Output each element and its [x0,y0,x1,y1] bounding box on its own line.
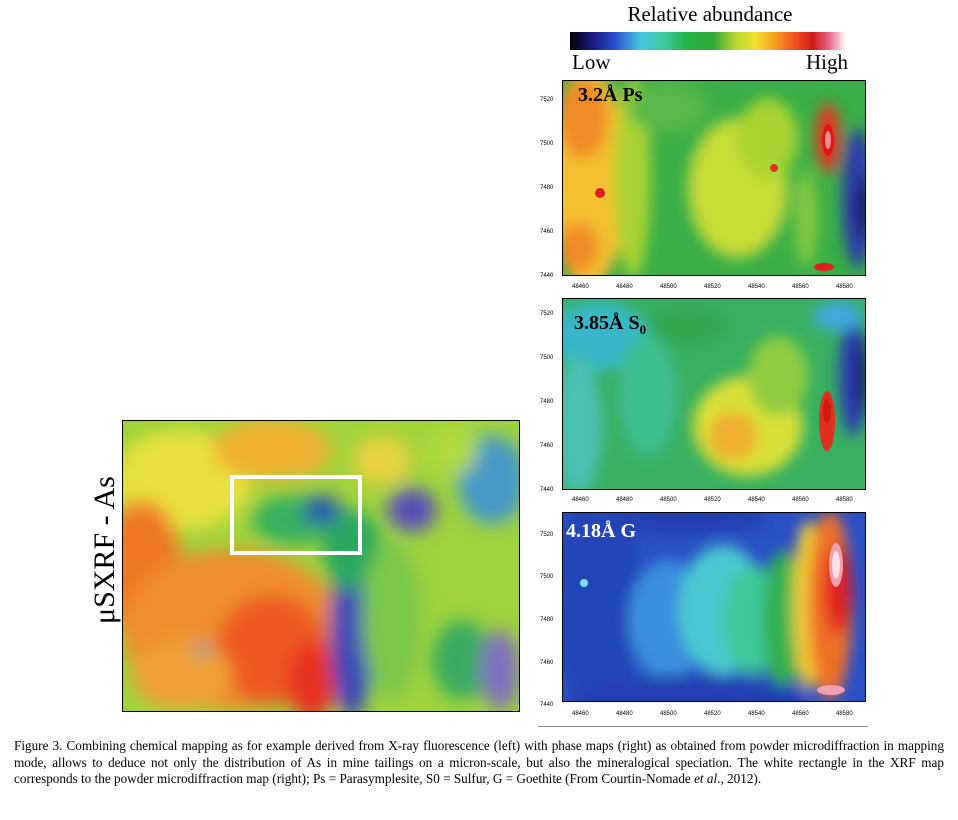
caption-italic: et al [694,771,718,786]
y-tick: 7460 [540,660,554,666]
x-tick: 48580 [836,711,853,717]
legend-title: Relative abundance [627,2,793,26]
legend-high-label: High [806,50,848,74]
panel-label-sulfur: 3.85Å S0 [574,312,646,338]
colorbar [570,32,846,50]
x-tick: 48460 [572,711,589,717]
panel-label-sulfur-main: 3.85Å S [574,312,640,334]
x-ticks: 48460 48480 48500 48520 48540 48560 4858… [572,284,853,290]
y-tick: 7480 [540,185,554,191]
y-tick: 7520 [540,532,554,538]
x-tick: 48540 [748,284,765,290]
x-tick: 48520 [704,711,721,717]
x-tick: 48480 [616,497,633,503]
y-tick: 7440 [540,702,554,708]
phase-map-sulfur: 7520 7500 7480 7460 7440 48460 48480 485… [538,296,868,508]
x-tick: 48560 [792,284,809,290]
x-tick: 48560 [792,497,809,503]
phase-map-goethite: 7520 7500 7480 7460 7440 48460 48480 485… [538,510,868,720]
caption-text-end: ., 2012). [717,771,762,786]
x-tick: 48500 [660,711,677,717]
x-tick: 48520 [704,497,721,503]
x-tick: 48580 [836,284,853,290]
x-tick: 48540 [748,711,765,717]
x-tick: 48540 [748,497,765,503]
y-ticks: 7520 7500 7480 7460 7440 [540,97,554,279]
panel-label-sulfur-subscript: 0 [639,322,647,337]
y-tick: 7440 [540,273,554,279]
y-tick: 7460 [540,443,554,449]
x-tick: 48480 [616,711,633,717]
x-tick: 48520 [704,284,721,290]
y-tick: 7500 [540,141,554,147]
legend-low-label: Low [572,50,611,74]
xrf-y-label: μSXRF - As [88,476,121,624]
x-tick: 48480 [616,284,633,290]
x-tick: 48460 [572,284,589,290]
x-tick: 48500 [660,284,677,290]
y-tick: 7500 [540,355,554,361]
y-tick: 7460 [540,229,554,235]
figure-caption: Figure 3. Combining chemical mapping as … [14,738,944,788]
y-tick: 7480 [540,399,554,405]
y-tick: 7500 [540,574,554,580]
x-tick: 48560 [792,711,809,717]
x-ticks: 48460 48480 48500 48520 48540 48560 4858… [572,497,853,503]
y-tick: 7440 [540,487,554,493]
y-tick: 7520 [540,311,554,317]
phase-map-ps: 7520 7500 7480 7460 7440 48460 48480 485… [538,78,868,296]
y-ticks: 7520 7500 7480 7460 7440 [540,311,554,493]
y-tick: 7480 [540,617,554,623]
x-tick: 48460 [572,497,589,503]
figure-divider [538,726,868,727]
panel-label-ps: 3.2Å Ps [578,84,643,106]
caption-text: Figure 3. Combining chemical mapping as … [14,738,944,786]
panel-label-goethite: 4.18Å G [566,520,636,542]
x-tick: 48500 [660,497,677,503]
y-tick: 7520 [540,97,554,103]
y-ticks: 7520 7500 7480 7460 7440 [540,532,554,708]
x-tick: 48580 [836,497,853,503]
xrf-map [122,420,520,712]
x-ticks: 48460 48480 48500 48520 48540 48560 4858… [572,711,853,717]
